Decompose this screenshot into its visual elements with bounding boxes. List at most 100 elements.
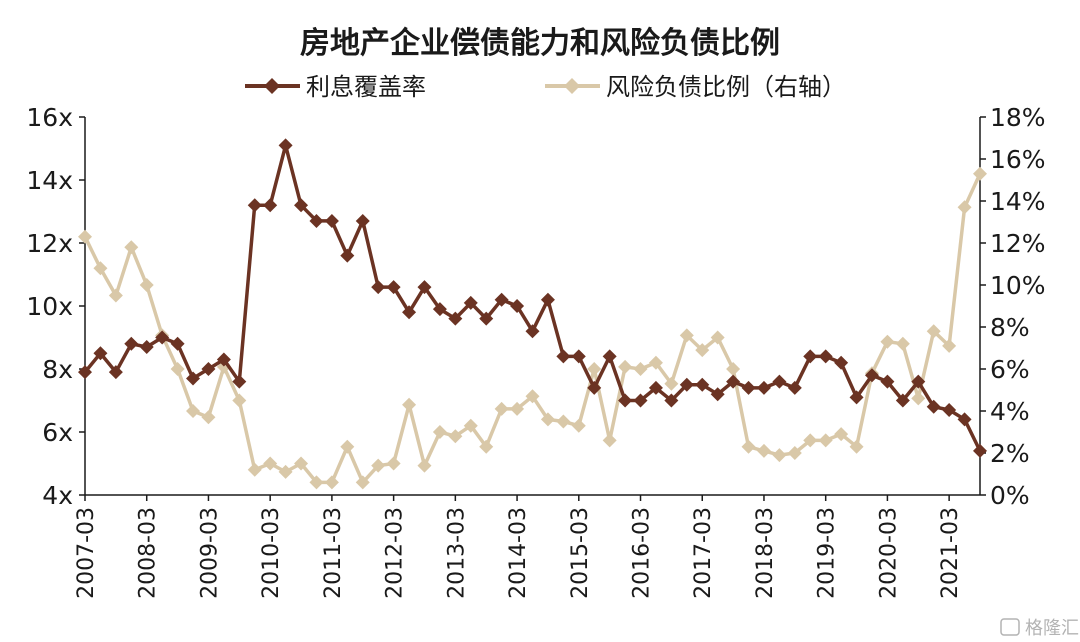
risk-debt-point xyxy=(463,418,478,433)
right-tick-label: 4% xyxy=(990,397,1030,426)
risk-debt-point xyxy=(355,475,370,490)
x-tick-label: 2008-03 xyxy=(136,507,161,599)
x-tick-label: 2020-03 xyxy=(876,507,901,599)
right-tick-label: 10% xyxy=(990,271,1046,300)
risk-debt-point xyxy=(571,418,586,433)
right-tick-label: 2% xyxy=(990,439,1030,468)
risk-debt-point xyxy=(602,433,617,448)
interest-coverage-point xyxy=(787,380,802,395)
risk-debt-point xyxy=(247,462,262,477)
right-tick-label: 16% xyxy=(990,145,1046,174)
interest-coverage-point xyxy=(942,402,957,417)
risk-debt-point xyxy=(772,448,787,463)
interest-coverage-point xyxy=(386,280,401,295)
interest-coverage-point xyxy=(540,292,555,307)
right-tick-label: 18% xyxy=(990,103,1046,132)
watermark-text: 格隆汇 xyxy=(1025,618,1079,639)
risk-debt-point xyxy=(849,439,864,454)
risk-debt-point xyxy=(618,359,633,374)
risk-debt-point xyxy=(756,443,771,458)
risk-debt-point xyxy=(448,429,463,444)
interest-coverage-point xyxy=(417,280,432,295)
interest-coverage-point xyxy=(78,365,92,380)
risk-debt-point xyxy=(324,475,339,490)
risk-debt-point xyxy=(510,401,525,416)
interest-coverage-point xyxy=(726,374,741,389)
risk-debt-point xyxy=(803,433,818,448)
risk-debt-point xyxy=(479,439,494,454)
interest-coverage-point xyxy=(864,368,879,383)
left-tick-label: 4x xyxy=(42,481,73,510)
risk-debt-point xyxy=(371,458,386,473)
interest-coverage-point xyxy=(170,336,185,351)
interest-coverage-point xyxy=(556,349,571,364)
interest-coverage-point xyxy=(448,311,463,326)
risk-debt-point xyxy=(726,362,741,376)
interest-coverage-point xyxy=(679,377,694,392)
interest-coverage-point xyxy=(494,292,509,307)
interest-coverage-point xyxy=(741,380,756,395)
interest-coverage-point xyxy=(710,387,725,402)
legend: 利息覆盖率 风险负债比例（右轴） xyxy=(245,73,846,101)
risk-debt-point xyxy=(540,412,555,427)
x-tick-label: 2015-03 xyxy=(568,507,593,599)
left-tick-label: 10x xyxy=(26,292,73,321)
interest-coverage-point xyxy=(201,362,216,376)
interest-coverage-point xyxy=(186,371,201,386)
risk-debt-point xyxy=(78,229,92,244)
right-tick-label: 0% xyxy=(990,481,1030,510)
left-tick-label: 16x xyxy=(26,103,73,132)
x-tick-label: 2009-03 xyxy=(197,507,222,599)
risk-debt-point xyxy=(911,391,926,406)
interest-coverage-point xyxy=(911,374,926,389)
risk-debt-point xyxy=(170,362,185,376)
x-tick-label: 2016-03 xyxy=(630,507,655,599)
legend-label-risk-debt: 风险负债比例（右轴） xyxy=(606,73,846,101)
x-tick-label: 2010-03 xyxy=(259,507,284,599)
interest-coverage-point xyxy=(957,412,972,427)
interest-coverage-point xyxy=(880,374,895,389)
interest-coverage-point xyxy=(818,349,833,364)
risk-debt-point xyxy=(787,446,802,460)
watermark-logo xyxy=(1000,618,1020,636)
interest-coverage-point xyxy=(247,198,262,213)
interest-coverage-point xyxy=(772,374,787,389)
x-axis-ticks: 2007-03 2008-03 2009-03 2010-03 2011-03 2012-… xyxy=(74,495,963,599)
interest-coverage-point xyxy=(93,346,108,361)
x-tick-label: 2014-03 xyxy=(506,507,531,599)
risk-debt-point xyxy=(834,427,849,442)
risk-debt-point xyxy=(340,439,355,454)
risk-debt-point xyxy=(648,355,663,370)
risk-debt-point xyxy=(818,433,833,448)
interest-coverage-point xyxy=(587,380,602,395)
interest-coverage-point xyxy=(278,138,293,153)
interest-coverage-point xyxy=(803,349,818,364)
interest-coverage-point xyxy=(371,280,386,295)
risk-debt-point xyxy=(432,425,447,439)
x-tick-label: 2019-03 xyxy=(815,507,840,599)
x-tick-label: 2021-03 xyxy=(938,507,963,599)
interest-coverage-point xyxy=(432,302,447,317)
left-tick-label: 8x xyxy=(42,355,73,384)
interest-coverage-line xyxy=(83,143,982,452)
risk-debt-point xyxy=(386,456,401,471)
chart-title: 房地产企业偿债能力和风险负债比例 xyxy=(300,26,780,61)
legend-label-interest-coverage: 利息覆盖率 xyxy=(306,73,426,101)
interest-coverage-point xyxy=(973,443,987,458)
interest-coverage-point xyxy=(340,248,355,263)
risk-debt-point xyxy=(973,166,987,181)
interest-coverage-point xyxy=(463,295,478,310)
risk-debt-point xyxy=(895,336,910,351)
risk-debt-point xyxy=(93,261,108,276)
x-tick-label: 2013-03 xyxy=(444,507,469,599)
interest-coverage-point xyxy=(756,380,771,395)
watermark: 格隆汇 xyxy=(1000,618,1079,639)
risk-debt-point xyxy=(278,464,293,479)
risk-debt-point xyxy=(525,389,540,404)
series-interest-coverage xyxy=(78,138,987,458)
interest-coverage-point xyxy=(479,311,494,326)
interest-coverage-point xyxy=(926,399,941,414)
risk-debt-point xyxy=(679,328,694,343)
risk-debt-point xyxy=(108,288,123,303)
risk-debt-point xyxy=(402,397,417,412)
